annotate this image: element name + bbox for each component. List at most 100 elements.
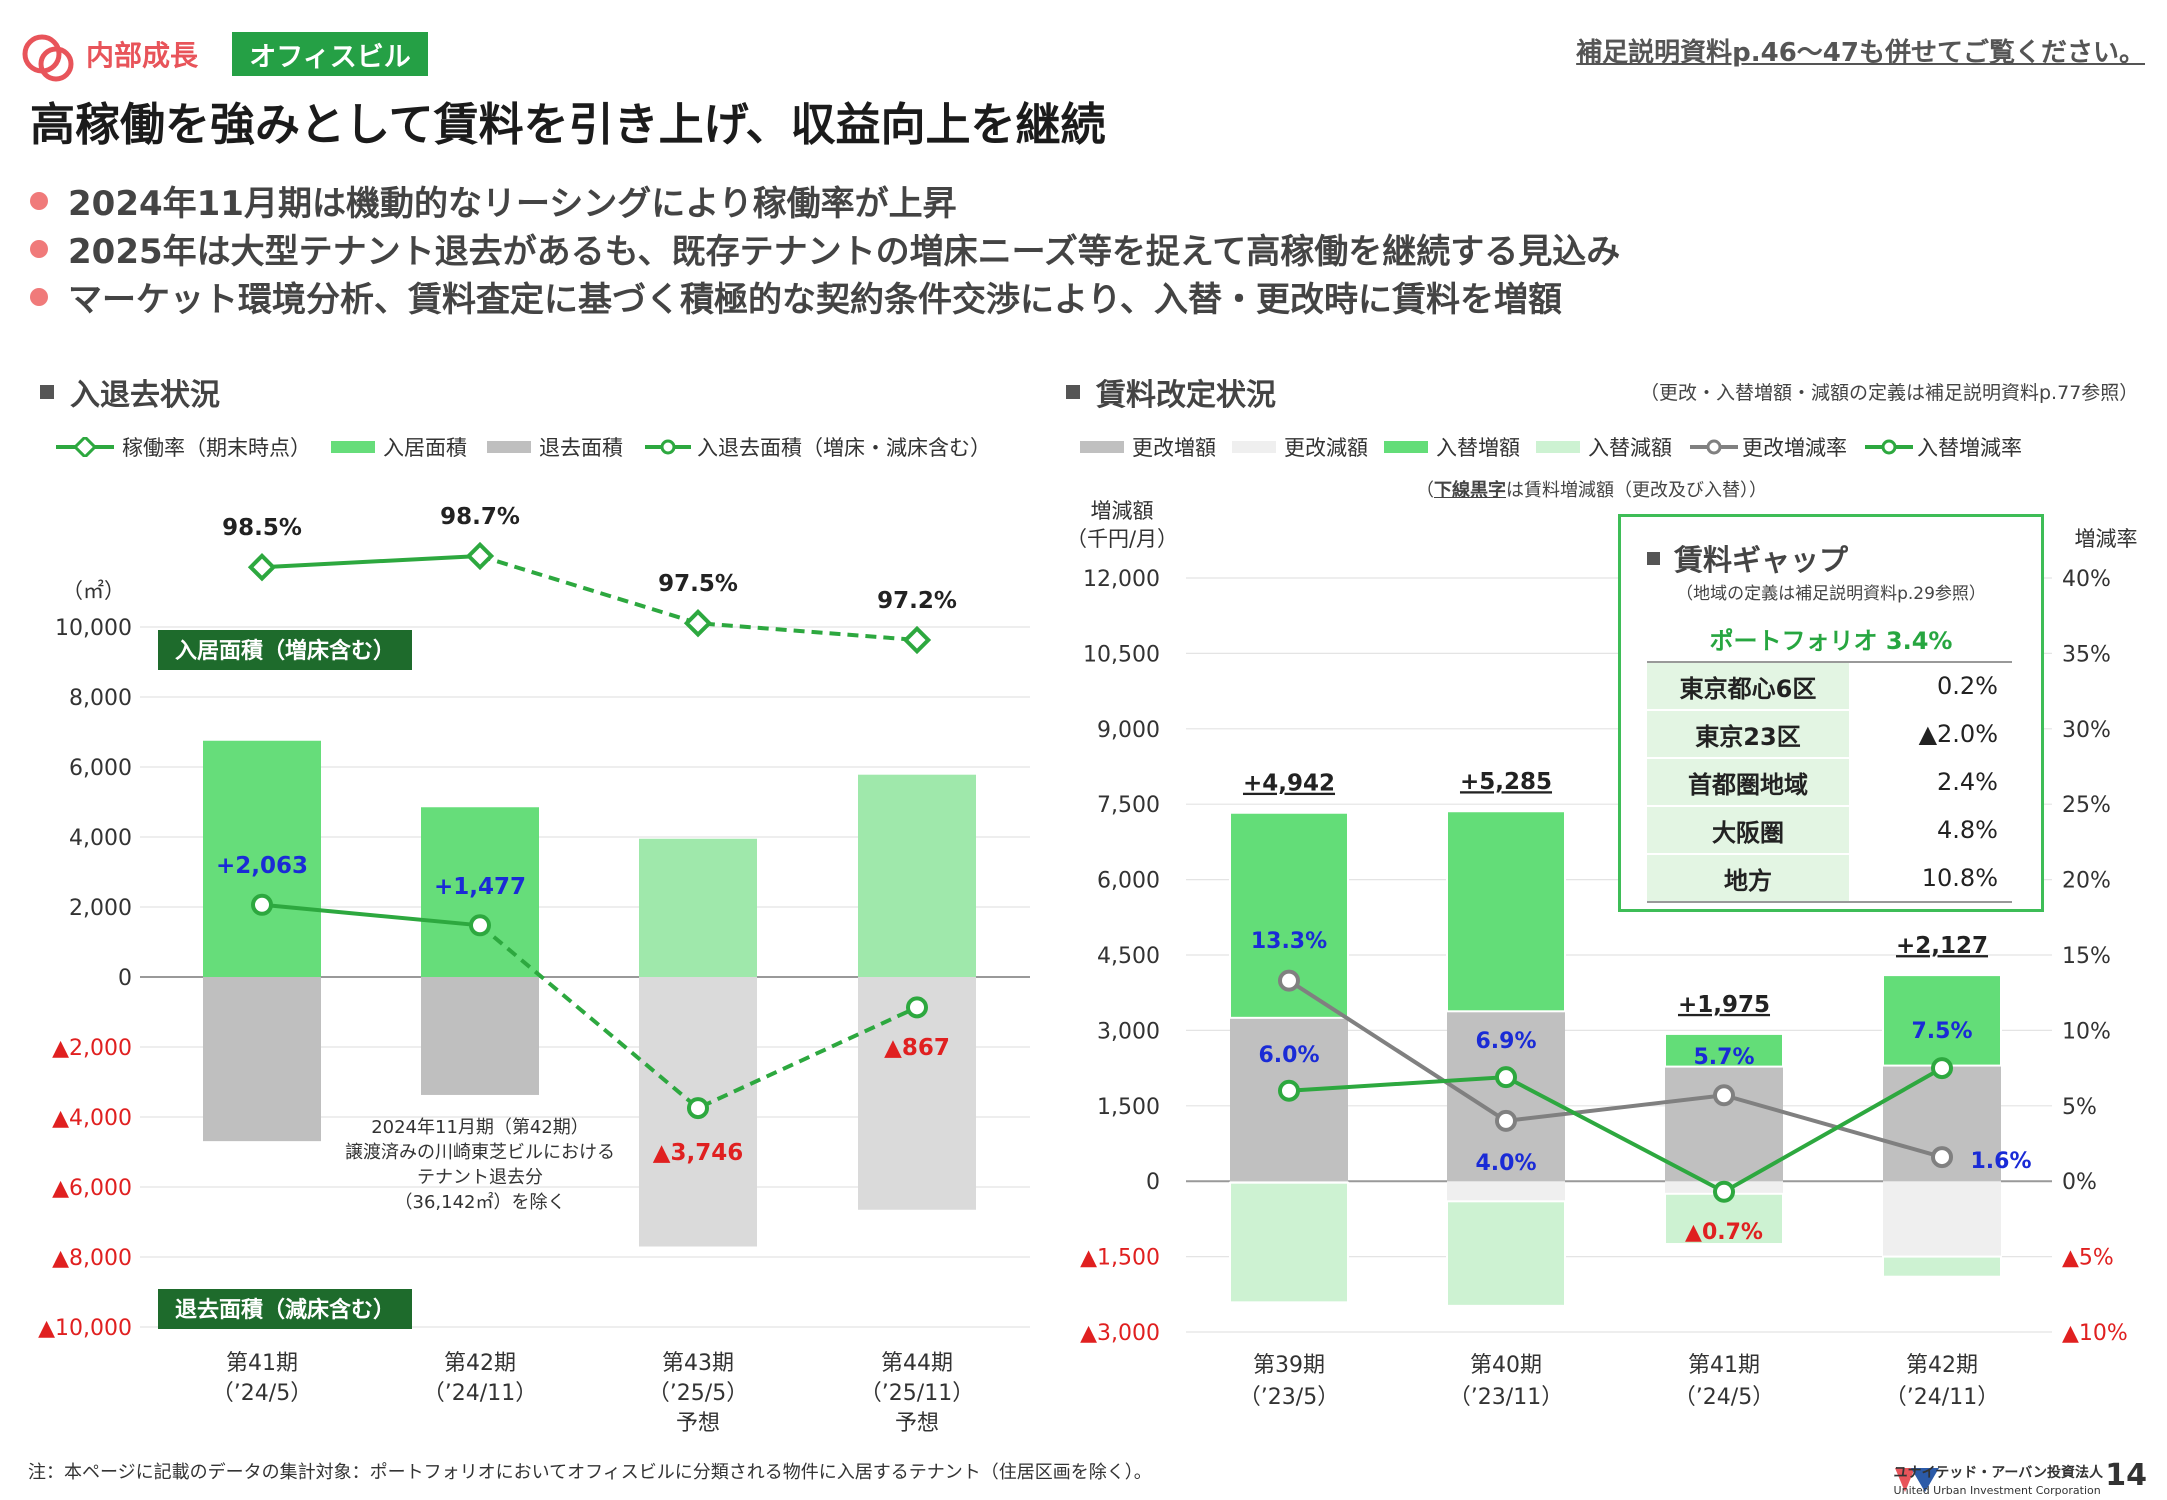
renewal-rate-label: 13.3%: [1251, 929, 1327, 954]
y-tick-label: 1,500: [1097, 1095, 1160, 1120]
replace-rate-point: [1278, 1079, 1300, 1102]
legend-item-net-area: 入退去面積（増床・減床含む）: [643, 432, 991, 462]
net-area-label: ▲867: [884, 1035, 950, 1061]
axis-title-right: 増減率: [2075, 527, 2138, 551]
y-tick-label: 2,000: [69, 896, 132, 921]
bar-replace-up: [1882, 974, 2002, 1067]
legend-swatch-icon: [1536, 441, 1580, 453]
x-tick-label: （’25/5）: [648, 1381, 748, 1406]
bar-in-area: [421, 807, 539, 977]
legend-item-replace-up: 入替増額: [1384, 432, 1520, 462]
occupancy-point: [247, 553, 277, 582]
bullet-item: 2024年11月期は機動的なリーシングにより稼働率が上昇: [30, 176, 957, 225]
legend-line-circle-icon: [645, 439, 691, 455]
y2-tick-label: 40%: [2062, 567, 2111, 592]
legend-item-renewal-down: 更改減額: [1232, 432, 1368, 462]
note-text: 譲渡済みの川崎東芝ビルにおける: [345, 1142, 615, 1163]
legend-item-renewal-rate: 更改増減率: [1688, 432, 1847, 462]
x-tick-label: 第44期: [881, 1351, 953, 1376]
underline-note: （下線黒字は賃料増減額（更改及び入替））: [1416, 480, 1767, 501]
table-row: 地方 10.8%: [1647, 853, 2012, 903]
y-tick-label: ▲1,500: [1080, 1246, 1160, 1271]
replace-rate-label: 6.9%: [1475, 1029, 1536, 1054]
x-tick-label: （’24/11）: [423, 1381, 537, 1406]
rent-gap-panel: 賃料ギャップ （地域の定義は補足説明資料p.29参照） ポートフォリオ 3.4%…: [1618, 514, 2044, 912]
brand-footer-logo-icon: [1895, 1468, 1939, 1492]
occupancy-point: [683, 609, 713, 638]
x-tick-label: 第42期: [444, 1351, 516, 1376]
page-number: 14: [2105, 1458, 2147, 1493]
bar-replace-down: [1229, 1181, 1349, 1304]
y-tick-label: ▲10,000: [38, 1316, 132, 1341]
y-tick-label: 0: [1146, 1170, 1160, 1195]
y-tick-label: ▲6,000: [52, 1176, 132, 1201]
section-square-icon: [40, 385, 54, 399]
renewal-rate-point: [1713, 1084, 1735, 1107]
bar-replace-up: [1446, 810, 1566, 1013]
y-tick-label: 9,000: [1097, 718, 1160, 743]
category-tag: オフィスビル: [232, 32, 428, 76]
bar-renewal-down: [1447, 1181, 1565, 1202]
legend-item-out-area: 退去面積: [487, 432, 623, 462]
bar-replace-up: [1664, 1032, 1784, 1068]
x-tick-label: 予想: [676, 1411, 720, 1436]
replace-rate-label: 6.0%: [1258, 1043, 1319, 1068]
occupancy-label: 98.7%: [440, 504, 520, 530]
legend-swatch-icon: [331, 441, 375, 453]
total-label: +5,285: [1460, 769, 1552, 795]
left-legend: 稼働率（期末時点） 入居面積 退去面積 入退去面積（増床・減床含む）: [54, 432, 1011, 462]
bullet-text: 2024年11月期は機動的なリーシングにより稼働率が上昇: [68, 184, 957, 224]
axis-title: 増減額: [1091, 499, 1154, 523]
bullet-text: 2025年は大型テナント退去があるも、既存テナントの増床ニーズ等を捉えて高稼働を…: [68, 232, 1621, 272]
replace-rate-point: [1931, 1057, 1953, 1080]
legend-item-occupancy: 稼働率（期末時点）: [54, 432, 311, 462]
y2-tick-label: 15%: [2062, 944, 2111, 969]
total-label: +1,975: [1678, 992, 1770, 1018]
bar-in-area: [639, 838, 757, 977]
bullet-text: マーケット環境分析、賃料査定に基づく積極的な契約条件交渉により、入替・更改時に賃…: [68, 280, 1562, 320]
legend-item-renewal-up: 更改増額: [1080, 432, 1216, 462]
replace-rate-point: [1713, 1180, 1735, 1203]
renewal-rate-label: 4.0%: [1475, 1151, 1536, 1176]
bar-renewal-up: [1665, 1066, 1783, 1182]
y2-tick-label: 25%: [2062, 793, 2111, 818]
rent-gap-title: 賃料ギャップ: [1647, 537, 1848, 579]
y-tick-label: ▲4,000: [52, 1106, 132, 1131]
net-area-label: ▲3,746: [653, 1140, 743, 1166]
legend-item-replace-down: 入替減額: [1536, 432, 1672, 462]
net-area-label: +1,477: [434, 874, 526, 900]
renewal-rate-point: [1495, 1109, 1517, 1132]
net-area-point: [687, 1097, 709, 1120]
rent-gap-note: （地域の定義は補足説明資料p.29参照）: [1676, 584, 1986, 604]
legend-item-replace-rate: 入替増減率: [1863, 432, 2022, 462]
y-tick-label: 7,500: [1097, 793, 1160, 818]
renewal-rate-label: 5.7%: [1693, 1045, 1754, 1070]
renewal-rate-point: [1278, 969, 1300, 992]
rent-gap-table: 東京都心6区 0.2% 東京23区 ▲2.0% 首都圏地域 2.4% 大阪圏 4.8% …: [1647, 661, 2012, 903]
replace-rate-line: [1288, 1066, 1943, 1195]
definition-note: （更改・入替増額・減額の定義は補足説明資料p.77参照）: [1640, 382, 2139, 404]
out-area-label-box: [158, 1289, 412, 1329]
right-chart: 12,000 10,500 9,000 7,500 6,000 4,500 3,000 1,5…: [1066, 499, 2138, 1410]
x-tick-label: 第43期: [662, 1351, 734, 1376]
x-tick-label: 第41期: [226, 1351, 298, 1376]
y-tick-label: 6,000: [69, 756, 132, 781]
bar-out-area: [421, 977, 539, 1095]
total-label: +4,942: [1243, 771, 1335, 797]
note-text: （36,142㎡）を除く: [395, 1191, 566, 1213]
bar-out-area: [203, 977, 321, 1142]
y-tick-label: 10,500: [1083, 642, 1160, 667]
occupancy-line-forecast: [479, 554, 918, 642]
y-tick-label: 6,000: [1097, 869, 1160, 894]
footer-note: 注：本ページに記載のデータの集計対象：ポートフォリオにおいてオフィスビルに分類さ…: [28, 1462, 1152, 1483]
bar-in-area: [858, 774, 976, 977]
axis-title: （千円/月）: [1066, 527, 1178, 551]
y-tick-label: 12,000: [1083, 567, 1160, 592]
x-tick-label: （’25/11）: [860, 1381, 974, 1406]
x-tick-label: 予想: [895, 1411, 939, 1436]
y-tick-label: 3,000: [1097, 1019, 1160, 1044]
section-square-icon: [1066, 385, 1080, 399]
bullet-dot-icon: [30, 191, 48, 210]
y2-tick-label: 20%: [2062, 869, 2111, 894]
table-row: 東京都心6区 0.2%: [1647, 661, 2012, 711]
